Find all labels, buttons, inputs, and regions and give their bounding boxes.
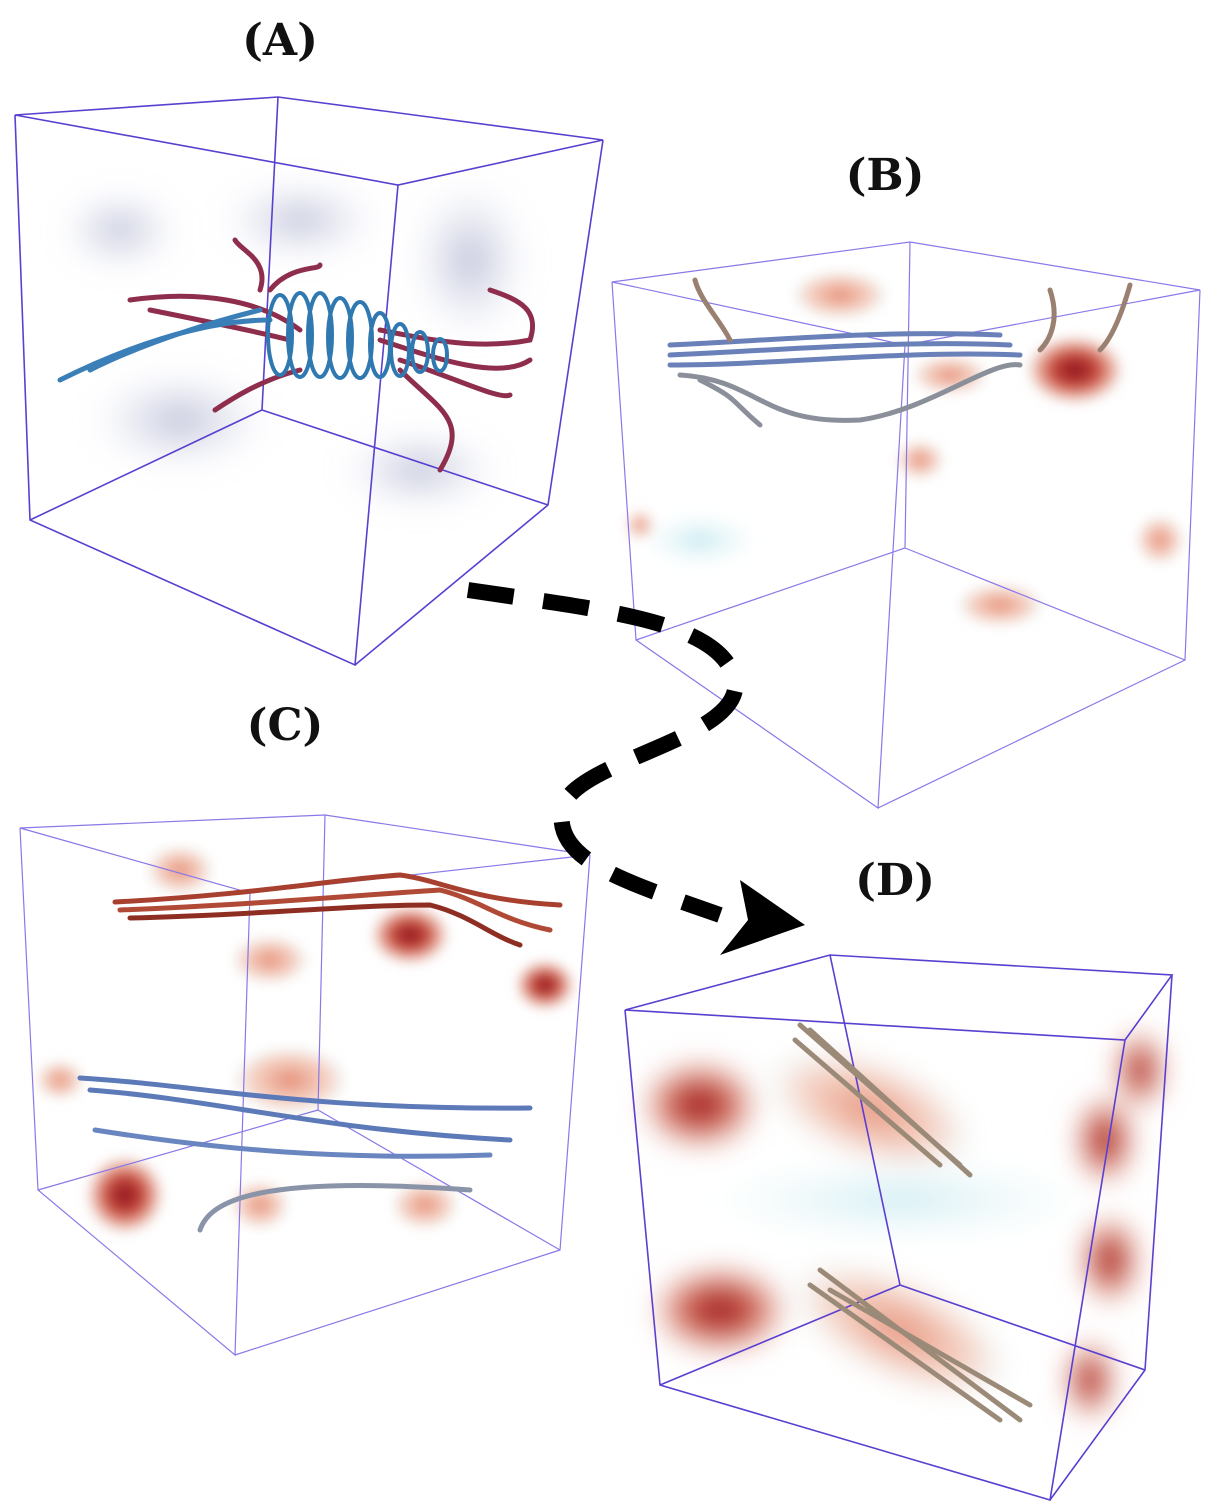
figure: (A) (B): [0, 0, 1231, 1509]
panel-b: (B): [612, 150, 1200, 808]
panel-label: (C): [247, 700, 324, 751]
panel-label: (A): [242, 15, 318, 66]
panel-a: (A): [15, 15, 603, 665]
panel-d: (D): [625, 855, 1172, 1500]
panel-label: (D): [855, 855, 935, 906]
volume-blobs: [640, 1025, 1165, 1426]
panel-label: (B): [846, 150, 925, 201]
volume-blobs: [625, 270, 1185, 627]
panel-c: (C): [20, 700, 590, 1355]
